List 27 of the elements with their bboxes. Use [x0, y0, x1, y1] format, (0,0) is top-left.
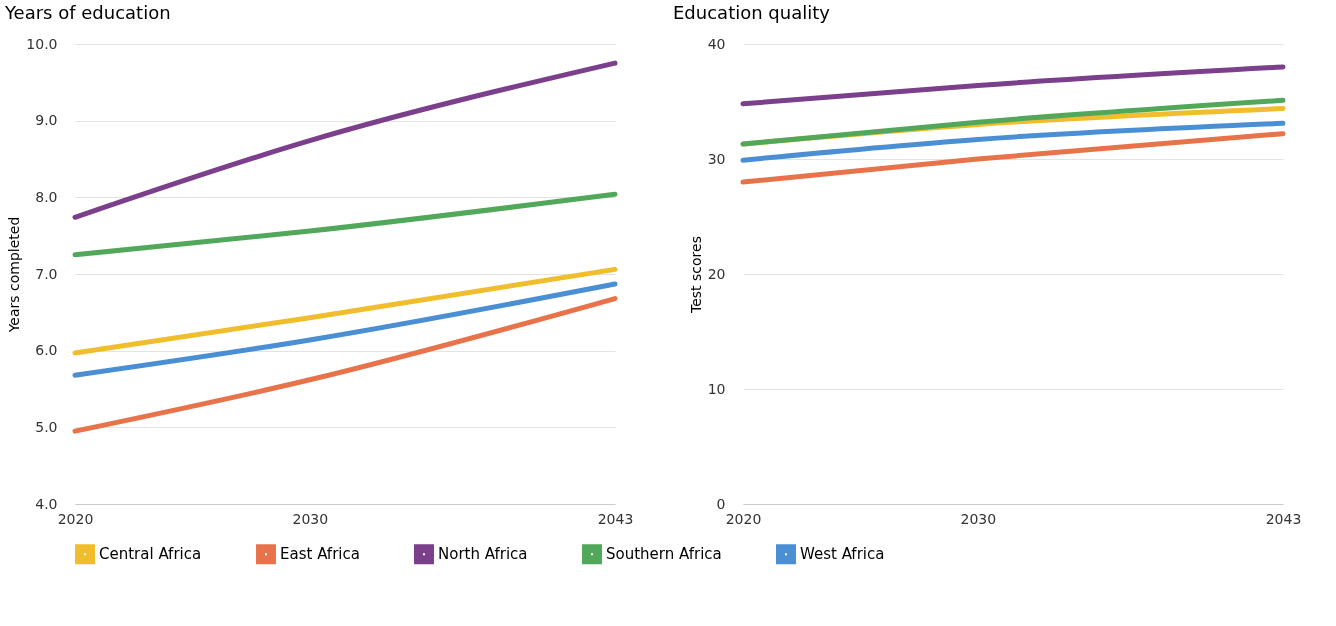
y-axis-title: Test scores — [687, 236, 704, 314]
y-tick-label: 40 — [707, 35, 726, 52]
legend-label: West Africa — [800, 545, 885, 564]
legend-label: North Africa — [438, 545, 528, 564]
x-tick-label: 2030 — [960, 510, 997, 527]
y-tick-label: 7.0 — [35, 265, 58, 282]
x-tick-label: 2020 — [725, 510, 762, 527]
y-tick-label: 30 — [707, 150, 726, 167]
y-tick-label: 8.0 — [35, 188, 58, 205]
y-tick-label: 5.0 — [35, 418, 58, 435]
y-tick-label: 10 — [707, 380, 726, 397]
y-tick-label: 4.0 — [35, 495, 58, 512]
y-tick-label: 20 — [707, 265, 726, 282]
legend-label: East Africa — [280, 545, 360, 564]
chart-title: Education quality — [673, 2, 831, 23]
x-tick-label: 2030 — [292, 510, 329, 527]
y-tick-label: 0 — [716, 495, 726, 512]
y-tick-label: 10.0 — [26, 35, 58, 52]
y-tick-label: 9.0 — [35, 112, 58, 129]
chart-title: Years of education — [4, 2, 171, 23]
y-axis-title: Years completed — [6, 216, 23, 334]
x-tick-label: 2020 — [57, 510, 94, 527]
x-tick-label: 2043 — [597, 510, 634, 527]
legend-label: Central Africa — [99, 545, 202, 564]
x-tick-label: 2043 — [1265, 510, 1302, 527]
legend-label: Southern Africa — [606, 545, 722, 564]
y-tick-label: 6.0 — [35, 342, 58, 359]
